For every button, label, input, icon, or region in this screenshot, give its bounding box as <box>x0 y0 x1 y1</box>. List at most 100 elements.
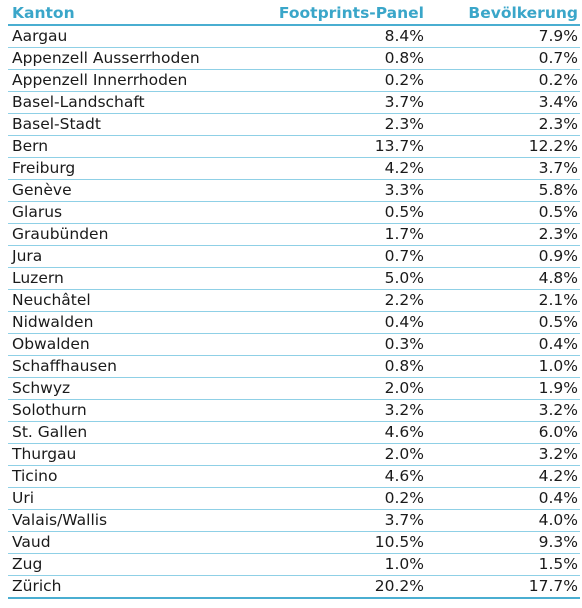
cell-bevoelkerung: 9.3% <box>426 531 580 554</box>
cell-footprints-panel: 3.3% <box>273 179 426 202</box>
cell-bevoelkerung: 6.0% <box>426 421 580 444</box>
cell-bevoelkerung: 1.5% <box>426 553 580 576</box>
table-row: Appenzell Innerrhoden 0.2% 0.2% <box>8 69 580 92</box>
cell-bevoelkerung: 4.8% <box>426 267 580 290</box>
cell-bevoelkerung: 4.0% <box>426 509 580 532</box>
table-row: Obwalden 0.3% 0.4% <box>8 333 580 356</box>
cell-bevoelkerung: 3.2% <box>426 443 580 466</box>
cell-footprints-panel: 2.2% <box>273 289 426 312</box>
cell-bevoelkerung: 17.7% <box>426 575 580 599</box>
cell-bevoelkerung: 3.4% <box>426 91 580 114</box>
cell-bevoelkerung: 2.3% <box>426 223 580 246</box>
cell-kanton: Zürich <box>8 575 273 599</box>
canton-table-container: Kanton Footprints-Panel Bevölkerung Aarg… <box>8 2 580 599</box>
table-row: Zürich 20.2% 17.7% <box>8 575 580 599</box>
table-row: Freiburg 4.2% 3.7% <box>8 157 580 180</box>
header-footprints-panel: Footprints-Panel <box>273 2 426 26</box>
cell-bevoelkerung: 2.3% <box>426 113 580 136</box>
canton-distribution-table: Kanton Footprints-Panel Bevölkerung Aarg… <box>8 2 580 599</box>
table-row: Luzern 5.0% 4.8% <box>8 267 580 290</box>
cell-footprints-panel: 2.3% <box>273 113 426 136</box>
cell-footprints-panel: 13.7% <box>273 135 426 158</box>
cell-footprints-panel: 0.8% <box>273 47 426 70</box>
table-header-row: Kanton Footprints-Panel Bevölkerung <box>8 2 580 26</box>
cell-bevoelkerung: 0.5% <box>426 201 580 224</box>
cell-kanton: Appenzell Innerrhoden <box>8 69 273 92</box>
cell-bevoelkerung: 12.2% <box>426 135 580 158</box>
cell-footprints-panel: 0.2% <box>273 487 426 510</box>
cell-kanton: Nidwalden <box>8 311 273 334</box>
cell-footprints-panel: 0.7% <box>273 245 426 268</box>
table-row: Zug 1.0% 1.5% <box>8 553 580 576</box>
cell-footprints-panel: 0.8% <box>273 355 426 378</box>
cell-kanton: Aargau <box>8 25 273 48</box>
table-row: St. Gallen 4.6% 6.0% <box>8 421 580 444</box>
cell-kanton: St. Gallen <box>8 421 273 444</box>
cell-kanton: Freiburg <box>8 157 273 180</box>
cell-footprints-panel: 3.2% <box>273 399 426 422</box>
cell-kanton: Schwyz <box>8 377 273 400</box>
cell-bevoelkerung: 1.9% <box>426 377 580 400</box>
table-row: Jura 0.7% 0.9% <box>8 245 580 268</box>
cell-footprints-panel: 2.0% <box>273 443 426 466</box>
header-bevoelkerung: Bevölkerung <box>426 2 580 26</box>
table-row: Basel-Landschaft 3.7% 3.4% <box>8 91 580 114</box>
table-row: Solothurn 3.2% 3.2% <box>8 399 580 422</box>
table-row: Bern 13.7% 12.2% <box>8 135 580 158</box>
cell-kanton: Jura <box>8 245 273 268</box>
table-row: Valais/Wallis 3.7% 4.0% <box>8 509 580 532</box>
cell-kanton: Schaffhausen <box>8 355 273 378</box>
cell-kanton: Glarus <box>8 201 273 224</box>
header-kanton: Kanton <box>8 2 273 26</box>
cell-bevoelkerung: 0.9% <box>426 245 580 268</box>
cell-footprints-panel: 3.7% <box>273 91 426 114</box>
table-row: Glarus 0.5% 0.5% <box>8 201 580 224</box>
cell-kanton: Ticino <box>8 465 273 488</box>
cell-footprints-panel: 1.0% <box>273 553 426 576</box>
cell-kanton: Graubünden <box>8 223 273 246</box>
table-row: Neuchâtel 2.2% 2.1% <box>8 289 580 312</box>
cell-footprints-panel: 10.5% <box>273 531 426 554</box>
cell-footprints-panel: 0.3% <box>273 333 426 356</box>
cell-footprints-panel: 20.2% <box>273 575 426 599</box>
cell-footprints-panel: 0.2% <box>273 69 426 92</box>
table-row: Aargau 8.4% 7.9% <box>8 25 580 48</box>
cell-footprints-panel: 8.4% <box>273 25 426 48</box>
cell-footprints-panel: 5.0% <box>273 267 426 290</box>
cell-bevoelkerung: 5.8% <box>426 179 580 202</box>
cell-kanton: Appenzell Ausserrhoden <box>8 47 273 70</box>
table-row: Ticino 4.6% 4.2% <box>8 465 580 488</box>
cell-bevoelkerung: 0.5% <box>426 311 580 334</box>
cell-bevoelkerung: 0.7% <box>426 47 580 70</box>
cell-kanton: Solothurn <box>8 399 273 422</box>
table-row: Basel-Stadt 2.3% 2.3% <box>8 113 580 136</box>
table-row: Nidwalden 0.4% 0.5% <box>8 311 580 334</box>
cell-bevoelkerung: 0.2% <box>426 69 580 92</box>
cell-kanton: Genève <box>8 179 273 202</box>
cell-kanton: Valais/Wallis <box>8 509 273 532</box>
cell-bevoelkerung: 3.2% <box>426 399 580 422</box>
cell-bevoelkerung: 7.9% <box>426 25 580 48</box>
cell-footprints-panel: 2.0% <box>273 377 426 400</box>
cell-kanton: Uri <box>8 487 273 510</box>
cell-kanton: Luzern <box>8 267 273 290</box>
cell-kanton: Obwalden <box>8 333 273 356</box>
table-row: Thurgau 2.0% 3.2% <box>8 443 580 466</box>
table-row: Appenzell Ausserrhoden 0.8% 0.7% <box>8 47 580 70</box>
cell-kanton: Neuchâtel <box>8 289 273 312</box>
cell-kanton: Vaud <box>8 531 273 554</box>
table-row: Graubünden 1.7% 2.3% <box>8 223 580 246</box>
table-row: Vaud 10.5% 9.3% <box>8 531 580 554</box>
table-row: Genève 3.3% 5.8% <box>8 179 580 202</box>
cell-bevoelkerung: 4.2% <box>426 465 580 488</box>
cell-bevoelkerung: 1.0% <box>426 355 580 378</box>
cell-bevoelkerung: 0.4% <box>426 487 580 510</box>
table-row: Uri 0.2% 0.4% <box>8 487 580 510</box>
cell-kanton: Bern <box>8 135 273 158</box>
cell-bevoelkerung: 0.4% <box>426 333 580 356</box>
cell-footprints-panel: 4.2% <box>273 157 426 180</box>
cell-footprints-panel: 0.5% <box>273 201 426 224</box>
cell-bevoelkerung: 2.1% <box>426 289 580 312</box>
cell-bevoelkerung: 3.7% <box>426 157 580 180</box>
cell-footprints-panel: 1.7% <box>273 223 426 246</box>
